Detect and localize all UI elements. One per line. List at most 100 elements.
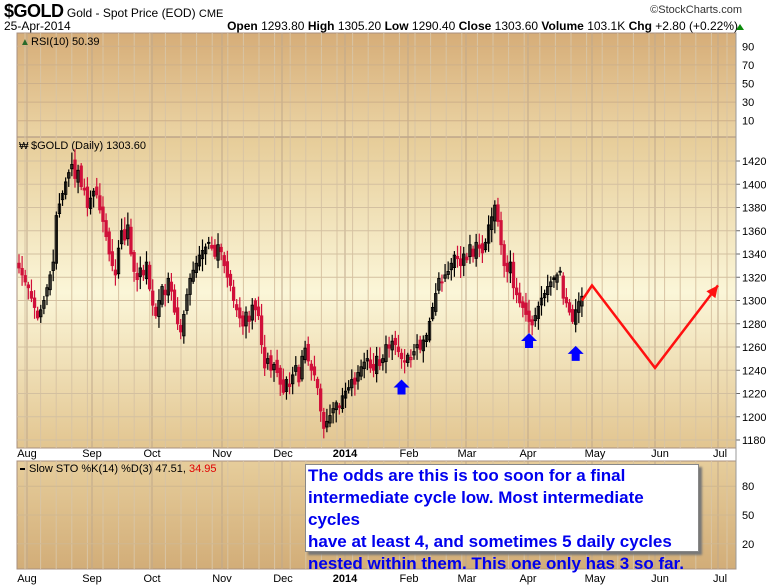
candle-body xyxy=(300,355,304,380)
candle-body xyxy=(552,277,556,281)
candle-body xyxy=(402,360,407,363)
candle-body xyxy=(536,305,541,319)
rsi-tick-label: 30 xyxy=(742,97,754,109)
candle-body xyxy=(384,344,388,362)
open-value: 1293.80 xyxy=(261,19,305,33)
sto-tick-label: 50 xyxy=(742,510,754,522)
candle-body xyxy=(238,307,242,319)
month-tick-label: Dec xyxy=(273,448,293,460)
month-tick-label: Feb xyxy=(400,573,419,585)
candle-body xyxy=(440,281,444,284)
candle-body xyxy=(179,324,183,333)
candle-body xyxy=(116,247,121,275)
cycle-low-arrow-icon xyxy=(521,333,538,349)
rsi-tick-label: 10 xyxy=(742,116,754,128)
candle-body xyxy=(129,226,133,255)
candle-body xyxy=(278,367,282,385)
candle-body xyxy=(20,267,24,276)
price-tick-label: 1380 xyxy=(742,203,766,215)
month-tick-label: Jul xyxy=(713,573,727,585)
candle-body xyxy=(471,248,475,257)
candle-body xyxy=(434,293,438,312)
candle-body xyxy=(580,295,584,307)
candle-body xyxy=(51,261,55,271)
up-triangle-icon xyxy=(736,24,744,30)
candle-body xyxy=(415,344,419,349)
cycle-low-arrow-icon xyxy=(567,345,584,361)
candle-body xyxy=(564,297,569,304)
candle-body xyxy=(306,343,310,362)
month-tick-label: Feb xyxy=(400,448,419,460)
candle-body xyxy=(427,320,432,341)
rsi-tick-label: 70 xyxy=(742,60,754,72)
candle-body xyxy=(191,269,195,282)
candle-body xyxy=(154,306,158,317)
candle-body xyxy=(132,252,136,272)
close-value: 1303.60 xyxy=(494,19,539,33)
candle-body xyxy=(294,365,298,372)
candle-body xyxy=(577,301,581,313)
candle-body xyxy=(458,258,463,267)
candle-body xyxy=(241,315,245,327)
candle-body xyxy=(499,220,503,246)
projection-line xyxy=(580,283,719,370)
candle-body xyxy=(399,352,404,360)
candle-body xyxy=(194,262,198,274)
candle-body xyxy=(350,379,354,389)
month-tick-label: Sep xyxy=(82,573,102,585)
candle-body xyxy=(549,281,553,288)
candle-body xyxy=(126,224,130,240)
candle-body xyxy=(325,420,329,428)
candle-body xyxy=(135,272,139,281)
quote-stats: Open 1293.80 High 1305.20 Low 1290.40 Cl… xyxy=(227,19,738,33)
candle-body xyxy=(287,383,292,387)
month-tick-label: Oct xyxy=(143,573,160,585)
candle-body xyxy=(107,231,111,255)
cycle-low-arrow-icon xyxy=(393,379,410,395)
candle-body xyxy=(533,315,537,322)
price-tick-label: 1360 xyxy=(742,226,766,238)
candle-body xyxy=(524,302,528,315)
candle-body xyxy=(275,359,279,374)
candle-body xyxy=(185,294,189,311)
candle-body xyxy=(182,314,186,337)
month-tick-label: Mar xyxy=(458,448,477,460)
candle-body xyxy=(406,354,410,363)
candle-body xyxy=(449,262,453,271)
rsi-tick-label: 90 xyxy=(742,41,754,53)
high-label: High xyxy=(307,19,335,33)
candle-body xyxy=(297,366,301,383)
candle-body xyxy=(328,415,332,424)
candle-body xyxy=(465,256,469,261)
candle-body xyxy=(175,307,180,325)
price-tick-label: 1400 xyxy=(742,179,766,191)
sto-tick-label: 80 xyxy=(742,481,754,493)
sto-title-wrap: Slow STO %K(14) %D(3) 47.51, 34.95 xyxy=(29,463,217,475)
candle-body xyxy=(387,344,391,349)
candle-body xyxy=(17,262,21,269)
annotation-line: have at least 4, and sometimes 5 daily c… xyxy=(308,532,672,551)
candle-body xyxy=(362,361,366,370)
candle-body xyxy=(521,301,525,308)
candle-body xyxy=(113,269,118,276)
candle-body xyxy=(421,339,425,352)
candle-body xyxy=(443,274,447,279)
candle-body xyxy=(331,408,335,414)
candle-body xyxy=(147,264,152,290)
month-tick-label: 2014 xyxy=(333,448,358,460)
candle-body xyxy=(54,215,58,264)
candle-body xyxy=(73,159,77,179)
candle-body xyxy=(496,204,500,222)
low-value: 1290.40 xyxy=(411,19,456,33)
candle-body xyxy=(85,186,90,208)
candle-body xyxy=(418,339,422,350)
candle-body xyxy=(312,366,317,376)
candle-body xyxy=(390,340,394,351)
candle-body xyxy=(197,254,202,267)
symbol-name: Gold - Spot Price (EOD) xyxy=(66,6,196,20)
candle-body xyxy=(381,358,385,364)
candle-body xyxy=(375,355,379,375)
candle-body xyxy=(57,203,62,214)
candle-body xyxy=(222,255,226,267)
rsi-panel xyxy=(16,32,737,138)
